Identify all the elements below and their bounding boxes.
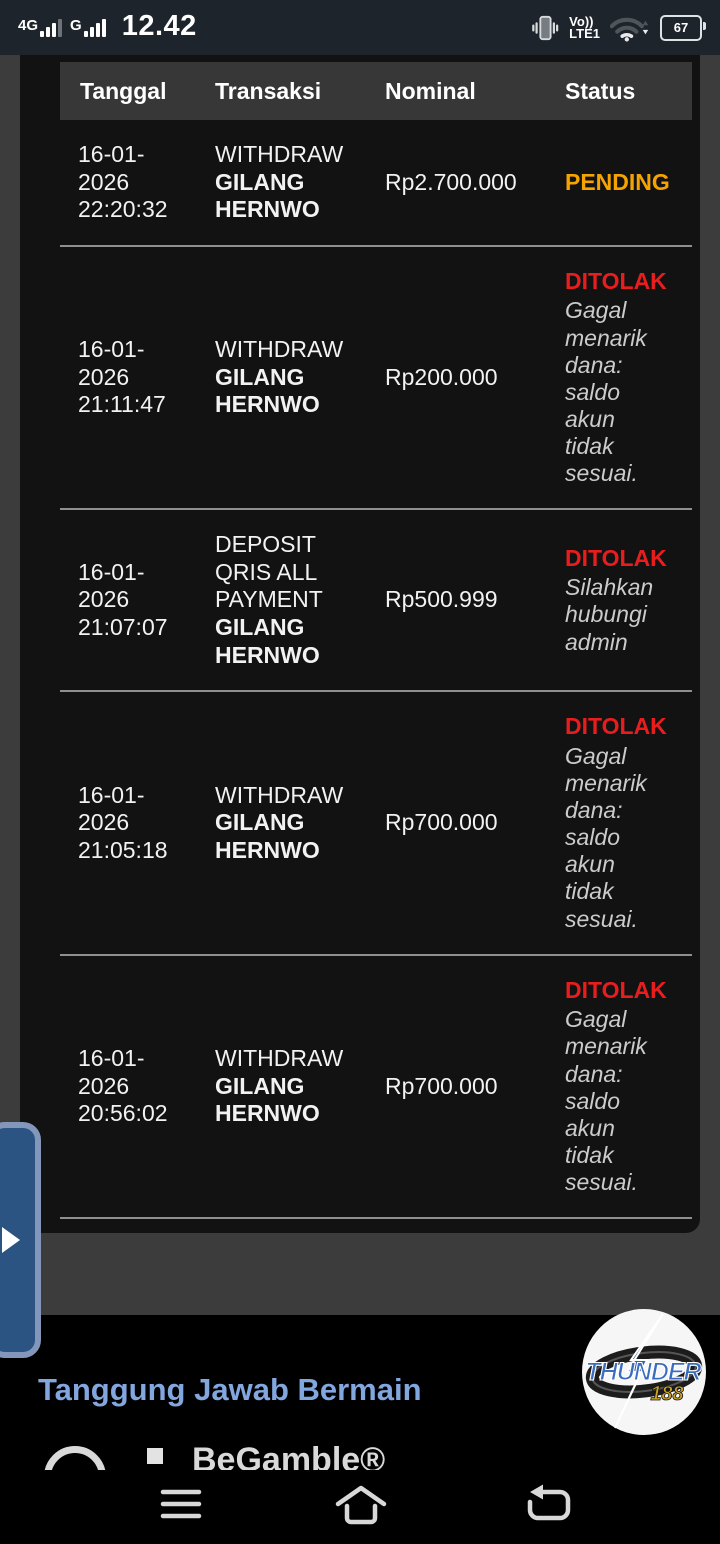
logo-number: 188 bbox=[650, 1383, 684, 1405]
account-name: GILANG HERNWO bbox=[215, 809, 320, 863]
logo-text: THUNDER bbox=[585, 1358, 701, 1386]
status-bar: 4G G 12.42 Vo)) LTE1 bbox=[0, 0, 720, 55]
begamble-logo-strip: BeGamble® bbox=[0, 1438, 720, 1470]
expand-arrow-icon bbox=[2, 1227, 20, 1253]
responsible-gaming-link[interactable]: Tanggung Jawab Bermain bbox=[38, 1372, 422, 1407]
table-row: 16-01-2026 22:20:32 WITHDRAW GILANG HERNW… bbox=[60, 120, 692, 247]
status-badge: DITOLAK bbox=[565, 267, 667, 294]
wifi-icon bbox=[610, 17, 649, 42]
table-header-row: Tanggal Transaksi Nominal Status bbox=[60, 62, 692, 120]
transaction-status: PENDING bbox=[555, 169, 692, 197]
clock-time: 12.42 bbox=[121, 10, 197, 42]
vibrate-icon bbox=[532, 15, 559, 40]
transaction-type: WITHDRAW GILANG HERNWO bbox=[215, 781, 344, 863]
transaction-amount: Rp200.000 bbox=[385, 363, 498, 390]
battery-icon: 67 bbox=[660, 14, 706, 41]
column-header-status: Status bbox=[565, 77, 636, 104]
account-name: GILANG HERNWO bbox=[215, 363, 320, 418]
transaction-status: DITOLAK Gagal menarik dana: saldo akun ti… bbox=[555, 713, 692, 932]
status-note: Gagal menarik dana: saldo akun tidak ses… bbox=[565, 1006, 647, 1196]
gamcare-circle-icon bbox=[44, 1446, 106, 1470]
transaction-type: WITHDRAW GILANG HERNWO bbox=[215, 336, 344, 418]
table-row: 16-01-2026 21:07:07 DEPOSIT QRIS ALL PAYM… bbox=[60, 510, 692, 693]
transaction-amount: Rp2.700.000 bbox=[385, 168, 517, 195]
transaction-amount: Rp700.000 bbox=[385, 809, 498, 836]
volte-indicator: Vo)) LTE1 bbox=[569, 13, 600, 41]
transaction-date: 16-01-2026 20:56:02 bbox=[78, 1045, 168, 1127]
side-drawer-handle[interactable] bbox=[0, 1122, 41, 1358]
signal-g: G bbox=[70, 18, 106, 45]
status-badge: DITOLAK bbox=[565, 976, 667, 1003]
recents-menu-icon[interactable] bbox=[160, 1480, 202, 1528]
network-type-label: 4G bbox=[18, 17, 39, 34]
transaction-status: DITOLAK Gagal menarik dana: saldo akun ti… bbox=[555, 268, 692, 487]
status-note: Gagal menarik dana: saldo akun tidak ses… bbox=[565, 297, 647, 487]
account-name: GILANG HERNWO bbox=[215, 1072, 320, 1127]
transaction-date: 16-01-2026 22:20:32 bbox=[78, 141, 168, 223]
transaction-type: WITHDRAW GILANG HERNWO bbox=[215, 1045, 344, 1127]
column-header-transaksi: Transaksi bbox=[215, 77, 322, 104]
transaction-status: DITOLAK Gagal menarik dana: saldo akun ti… bbox=[555, 977, 692, 1196]
transaction-amount: Rp500.999 bbox=[385, 586, 498, 613]
signal-4g: 4G bbox=[18, 17, 63, 45]
table-row: 16-01-2026 21:05:18 WITHDRAW GILANG HERNW… bbox=[60, 692, 692, 956]
android-nav-bar bbox=[0, 1470, 720, 1544]
battery-percent: 67 bbox=[673, 20, 689, 35]
transaction-amount: Rp700.000 bbox=[385, 1072, 498, 1099]
transaction-status: DITOLAK Silahkan hubungi admin bbox=[555, 545, 692, 656]
column-header-nominal: Nominal bbox=[385, 77, 476, 104]
back-icon[interactable] bbox=[524, 1480, 576, 1528]
signal-bars-icon-2 bbox=[83, 19, 106, 37]
transaction-type: WITHDRAW GILANG HERNWO bbox=[215, 141, 344, 223]
thunder188-logo: THUNDER 188 bbox=[581, 1308, 707, 1436]
status-badge: DITOLAK bbox=[565, 713, 667, 740]
transaction-type: DEPOSIT QRIS ALL PAYMENT GILANG HERNWO bbox=[215, 531, 323, 668]
transaction-date: 16-01-2026 21:11:47 bbox=[78, 336, 166, 418]
account-name: GILANG HERNWO bbox=[215, 614, 320, 668]
status-note: Silahkan hubungi admin bbox=[565, 574, 654, 655]
network-type-label-2: G bbox=[70, 17, 82, 34]
account-name: GILANG HERNWO bbox=[215, 168, 320, 223]
table-row: 16-01-2026 20:56:02 WITHDRAW GILANG HERNW… bbox=[60, 956, 692, 1220]
column-header-tanggal: Tanggal bbox=[80, 77, 167, 104]
table-row: 16-01-2026 21:11:47 WITHDRAW GILANG HERNW… bbox=[60, 247, 692, 511]
begamble-text: BeGamble® bbox=[192, 1441, 386, 1470]
signal-bars-icon bbox=[40, 19, 63, 37]
status-badge: PENDING bbox=[565, 168, 670, 195]
transaction-date: 16-01-2026 21:07:07 bbox=[78, 558, 168, 641]
age-badge-icon bbox=[147, 1448, 163, 1464]
transaction-history-card: Tanggal Transaksi Nominal Status 16-01-2… bbox=[20, 55, 700, 1233]
status-badge: DITOLAK bbox=[565, 544, 667, 571]
home-icon[interactable] bbox=[334, 1480, 388, 1528]
status-note: Gagal menarik dana: saldo akun tidak ses… bbox=[565, 742, 647, 932]
transaction-date: 16-01-2026 21:05:18 bbox=[78, 781, 168, 863]
table-body: 16-01-2026 22:20:32 WITHDRAW GILANG HERNW… bbox=[60, 120, 692, 1220]
